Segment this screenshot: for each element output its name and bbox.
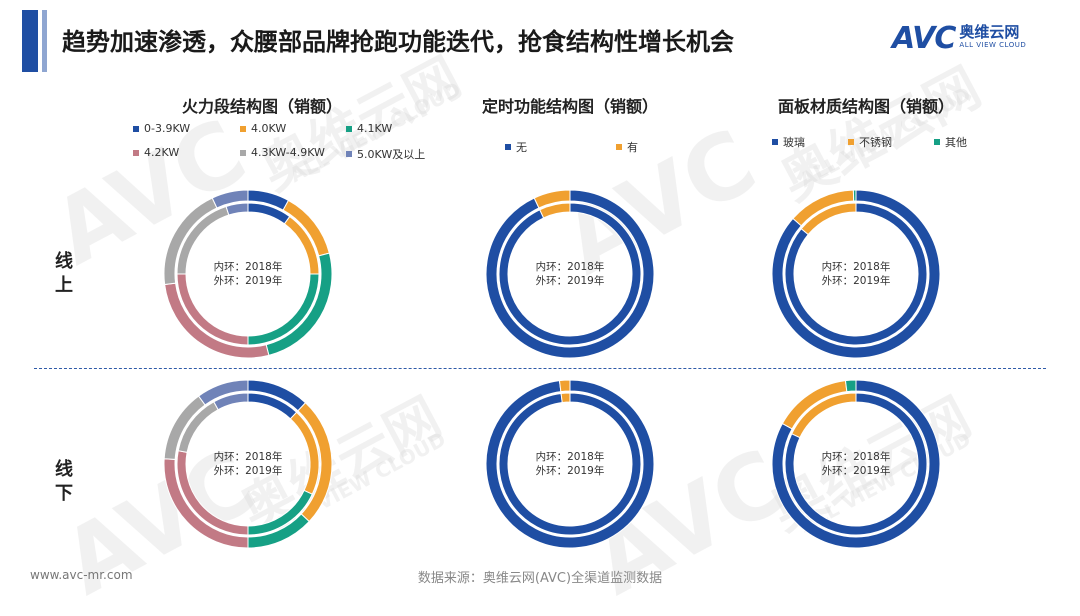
donut-center-inner-label: 内环：2018年: [214, 260, 283, 273]
legend-item-fire-2: 4.1KW: [346, 122, 392, 135]
legend-swatch: [772, 139, 778, 145]
donut-slice-outer-2: [844, 379, 857, 393]
chart-title-timer: 定时功能结构图（销额）: [481, 97, 659, 116]
donut-center-outer-label: 外环：2019年: [214, 274, 283, 287]
legend-item-fire-5: 5.0KW及以上: [346, 146, 425, 162]
donut-center-outer-label: 外环：2019年: [536, 274, 605, 287]
legend-swatch: [240, 125, 246, 132]
donut-slice-inner-1: [539, 202, 571, 219]
donut-slice-outer-5: [211, 189, 249, 209]
logo-cn: 奥维云网: [959, 23, 1020, 41]
row-label-online: 线上: [55, 251, 73, 296]
donut-slice-inner-1: [800, 202, 857, 236]
legend-item-timer-0: 无: [505, 139, 527, 155]
chart-title-fire-power: 火力段结构图（销额）: [181, 97, 343, 116]
donut-center-outer-label: 外环：2019年: [822, 274, 891, 287]
logo-en: ALL VIEW CLOUD: [959, 41, 1027, 49]
donut-center-inner-label: 内环：2018年: [822, 260, 891, 273]
donut-slice-inner-5: [225, 202, 249, 216]
legend-label: 4.2KW: [144, 146, 180, 159]
footer-data-source: 数据来源：奥维云网(AVC)全渠道监测数据: [417, 571, 663, 586]
donut-slice-inner-1: [560, 392, 571, 404]
legend-label: 4.3KW-4.9KW: [251, 146, 325, 159]
legend-label: 有: [627, 141, 638, 154]
legend-label: 4.1KW: [357, 122, 393, 135]
logo-mark: AVC: [892, 21, 956, 56]
page-title: 趋势加速渗透，众腰部品牌抢跑功能迭代，抢食结构性增长机会: [62, 28, 734, 56]
title-accent-bar-thin: [42, 10, 47, 72]
legend-swatch: [616, 144, 622, 150]
donut-slice-outer-1: [533, 189, 571, 209]
legend-item-panel-1: 不锈钢: [848, 134, 892, 150]
legend-item-panel-0: 玻璃: [772, 134, 805, 150]
legend-label: 0-3.9KW: [144, 122, 191, 135]
legend-item-fire-1: 4.0KW: [240, 122, 286, 135]
avc-logo: AVC 奥维云网 ALL VIEW CLOUD: [892, 24, 1026, 54]
donut-slice-outer-0: [485, 379, 655, 549]
donut-center-outer-label: 外环：2019年: [822, 464, 891, 477]
chart-title-panel: 面板材质结构图（销额）: [777, 97, 955, 116]
donut-slice-outer-5: [197, 379, 249, 406]
donut-slice-outer-2: [852, 189, 857, 202]
legend-swatch: [346, 151, 352, 157]
legend-item-fire-4: 4.3KW-4.9KW: [240, 146, 325, 159]
legend-swatch: [848, 139, 854, 145]
legend-label: 其他: [945, 136, 967, 149]
legend-label: 玻璃: [783, 136, 805, 149]
legend-swatch: [934, 139, 940, 145]
legend-label: 不锈钢: [859, 136, 892, 149]
donut-slice-inner-1: [791, 392, 857, 439]
donut-center-inner-label: 内环：2018年: [536, 260, 605, 273]
row-divider: [34, 368, 1046, 369]
donut-center-inner-label: 内环：2018年: [214, 450, 283, 463]
donut-center-inner-label: 内环：2018年: [536, 450, 605, 463]
donut-center-inner-label: 内环：2018年: [822, 450, 891, 463]
donut-slice-inner-5: [213, 392, 249, 411]
legend-swatch: [133, 149, 139, 156]
donut-slice-outer-1: [558, 379, 571, 393]
row-label-offline: 线下: [55, 459, 73, 504]
legend-item-fire-0: 0-3.9KW: [133, 122, 190, 135]
legend-label: 5.0KW及以上: [357, 148, 426, 161]
legend-swatch: [505, 144, 511, 150]
legend-swatch: [346, 125, 352, 132]
legend-swatch: [133, 125, 139, 132]
footer-website: www.avc-mr.com: [30, 568, 133, 582]
title-accent-bar: [22, 10, 38, 72]
donut-slice-outer-0: [485, 189, 655, 359]
donut-center-outer-label: 外环：2019年: [214, 464, 283, 477]
legend-label: 无: [516, 141, 527, 154]
donut-center-outer-label: 外环：2019年: [536, 464, 605, 477]
legend-item-fire-3: 4.2KW: [133, 146, 179, 159]
legend-swatch: [240, 149, 246, 156]
legend-label: 4.0KW: [251, 122, 287, 135]
legend-item-panel-2: 其他: [934, 134, 967, 150]
legend-item-timer-1: 有: [616, 139, 638, 155]
